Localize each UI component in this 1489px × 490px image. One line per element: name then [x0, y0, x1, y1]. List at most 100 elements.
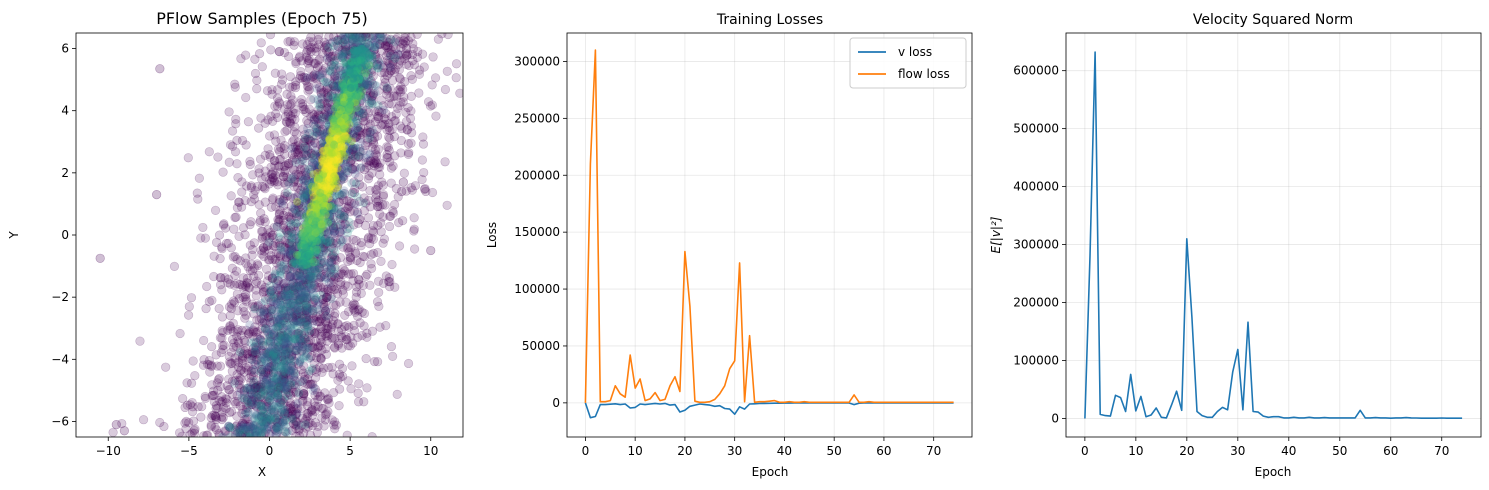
sample-point	[269, 424, 279, 434]
sample-point	[271, 344, 281, 354]
sample-point	[342, 321, 352, 331]
sample-point	[296, 365, 306, 375]
sample-point	[367, 326, 378, 336]
sample-point	[326, 107, 337, 117]
sample-point	[302, 115, 312, 126]
sample-point	[402, 50, 412, 61]
sample-point	[359, 397, 369, 407]
sample-point	[428, 52, 438, 62]
sample-point	[263, 312, 273, 322]
sample-point	[373, 220, 383, 230]
sample-point	[241, 92, 251, 103]
sample-point	[210, 205, 221, 216]
sample-point	[244, 283, 254, 293]
sample-point	[209, 390, 219, 400]
sample-point	[333, 35, 343, 45]
sample-point	[335, 372, 345, 382]
sample-point	[326, 202, 335, 211]
sample-point	[278, 355, 288, 365]
sample-point	[271, 109, 281, 119]
sample-point	[217, 333, 227, 343]
sample-point	[257, 226, 267, 236]
sample-point	[351, 236, 361, 246]
sample-point	[301, 305, 311, 316]
sample-point	[384, 37, 394, 48]
sample-point	[271, 415, 281, 425]
sample-point	[334, 359, 345, 369]
sample-point	[197, 402, 207, 412]
sample-point	[318, 75, 328, 85]
sample-point	[399, 36, 409, 46]
sample-point	[320, 63, 331, 73]
sample-point	[240, 415, 250, 425]
sample-point	[339, 127, 350, 137]
sample-point	[299, 321, 309, 331]
sample-point	[287, 144, 296, 153]
sample-point	[315, 102, 325, 112]
sample-point	[331, 36, 340, 46]
sample-point	[261, 347, 271, 358]
sample-point	[313, 161, 323, 172]
sample-point	[338, 225, 348, 235]
sample-point	[269, 130, 280, 140]
sample-point	[335, 384, 345, 394]
sample-point	[277, 69, 287, 79]
sample-point	[378, 101, 388, 111]
sample-point	[403, 358, 414, 369]
sample-point	[356, 95, 366, 105]
sample-point	[279, 194, 289, 204]
sample-point	[289, 319, 299, 328]
sample-point	[396, 148, 406, 158]
sample-point	[328, 243, 339, 254]
sample-point	[308, 273, 317, 282]
sample-point	[302, 324, 312, 333]
sample-point	[207, 410, 218, 421]
sample-point	[294, 268, 305, 279]
sample-point	[310, 58, 320, 69]
sample-point	[269, 175, 279, 185]
sample-point	[235, 373, 245, 383]
sample-point	[300, 174, 310, 184]
sample-point	[409, 226, 419, 236]
sample-point	[359, 198, 368, 208]
sample-point	[350, 247, 360, 257]
sample-point	[196, 233, 206, 243]
sample-point	[285, 72, 296, 82]
sample-point	[293, 421, 303, 430]
sample-point	[383, 57, 393, 67]
sample-point	[322, 305, 332, 314]
sample-point	[238, 292, 248, 302]
sample-point	[246, 217, 256, 227]
sample-point	[286, 250, 296, 260]
sample-point	[403, 149, 413, 159]
sample-point	[305, 335, 316, 346]
sample-point	[315, 335, 326, 345]
sample-point	[294, 425, 304, 435]
sample-point	[224, 157, 234, 167]
sample-point	[227, 366, 237, 376]
sample-point	[373, 357, 383, 367]
sample-point	[399, 168, 409, 178]
sample-point	[231, 212, 241, 222]
sample-point	[302, 212, 313, 222]
sample-point	[266, 45, 276, 55]
sample-point	[313, 341, 323, 351]
sample-point	[291, 387, 301, 397]
sample-point	[249, 271, 259, 281]
sample-point	[342, 243, 352, 253]
sample-point	[280, 236, 290, 246]
scatter-xlabel: X	[258, 465, 266, 479]
sample-point	[318, 113, 327, 123]
sample-point	[217, 412, 227, 422]
sample-point	[238, 355, 248, 365]
sample-point	[288, 207, 298, 218]
sample-point	[286, 173, 296, 184]
sample-point	[289, 104, 299, 114]
sample-point	[268, 232, 278, 243]
sample-point	[343, 376, 353, 386]
sample-point	[255, 382, 265, 393]
sample-point	[230, 82, 240, 92]
sample-point	[267, 407, 276, 417]
sample-point	[282, 289, 292, 298]
sample-point	[335, 253, 346, 263]
